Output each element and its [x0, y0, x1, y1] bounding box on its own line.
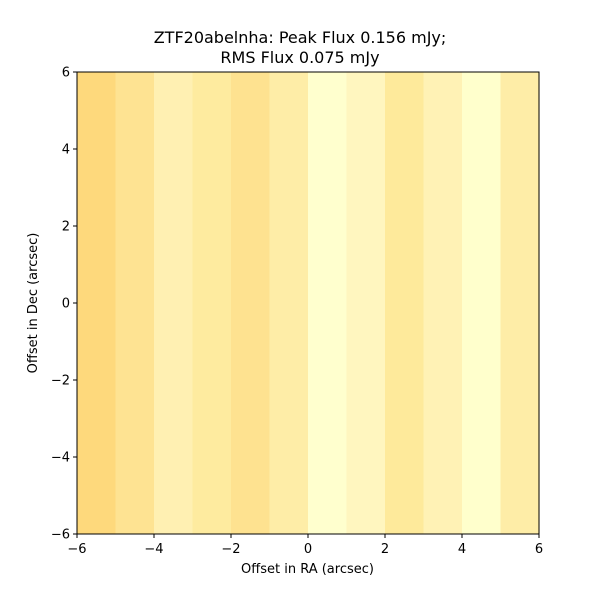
y-axis-ticks: −6 −4 −2 0 2 4 6	[51, 66, 77, 543]
y-tick-label: −6	[51, 528, 70, 543]
chart-title-line-1: ZTF20abelnha: Peak Flux 0.156 mJy;	[153, 28, 447, 47]
heatmap-column	[231, 72, 271, 534]
y-tick-label: −2	[51, 374, 70, 389]
heatmap-column	[154, 72, 194, 534]
y-tick-label: 0	[62, 297, 70, 312]
y-tick-label: 2	[62, 220, 70, 235]
x-tick-label: 2	[381, 542, 389, 557]
heatmap-column	[308, 72, 348, 534]
heatmap-column	[269, 72, 309, 534]
heatmap-column	[385, 72, 425, 534]
x-axis-label: Offset in RA (arcsec)	[241, 562, 374, 577]
heatmap-column	[77, 72, 117, 534]
x-tick-label: −2	[221, 542, 240, 557]
heatmap-column	[346, 72, 386, 534]
heatmap-column	[462, 72, 502, 534]
x-tick-label: −6	[67, 542, 86, 557]
y-tick-label: 6	[62, 66, 70, 81]
y-axis-label: Offset in Dec (arcsec)	[26, 232, 41, 374]
heatmap-column	[423, 72, 463, 534]
x-tick-label: 4	[458, 542, 466, 557]
x-tick-label: 0	[304, 542, 312, 557]
y-tick-label: −4	[51, 451, 70, 466]
heatmap-column	[500, 72, 540, 534]
y-tick-label: 4	[62, 143, 70, 158]
x-tick-label: −4	[144, 542, 163, 557]
chart-title-line-2: RMS Flux 0.075 mJy	[220, 48, 380, 67]
heatmap-cells	[77, 72, 540, 534]
heatmap-column	[192, 72, 232, 534]
x-tick-label: 6	[535, 542, 543, 557]
x-axis-ticks: −6 −4 −2 0 2 4 6	[67, 534, 543, 557]
heatmap-column	[115, 72, 155, 534]
